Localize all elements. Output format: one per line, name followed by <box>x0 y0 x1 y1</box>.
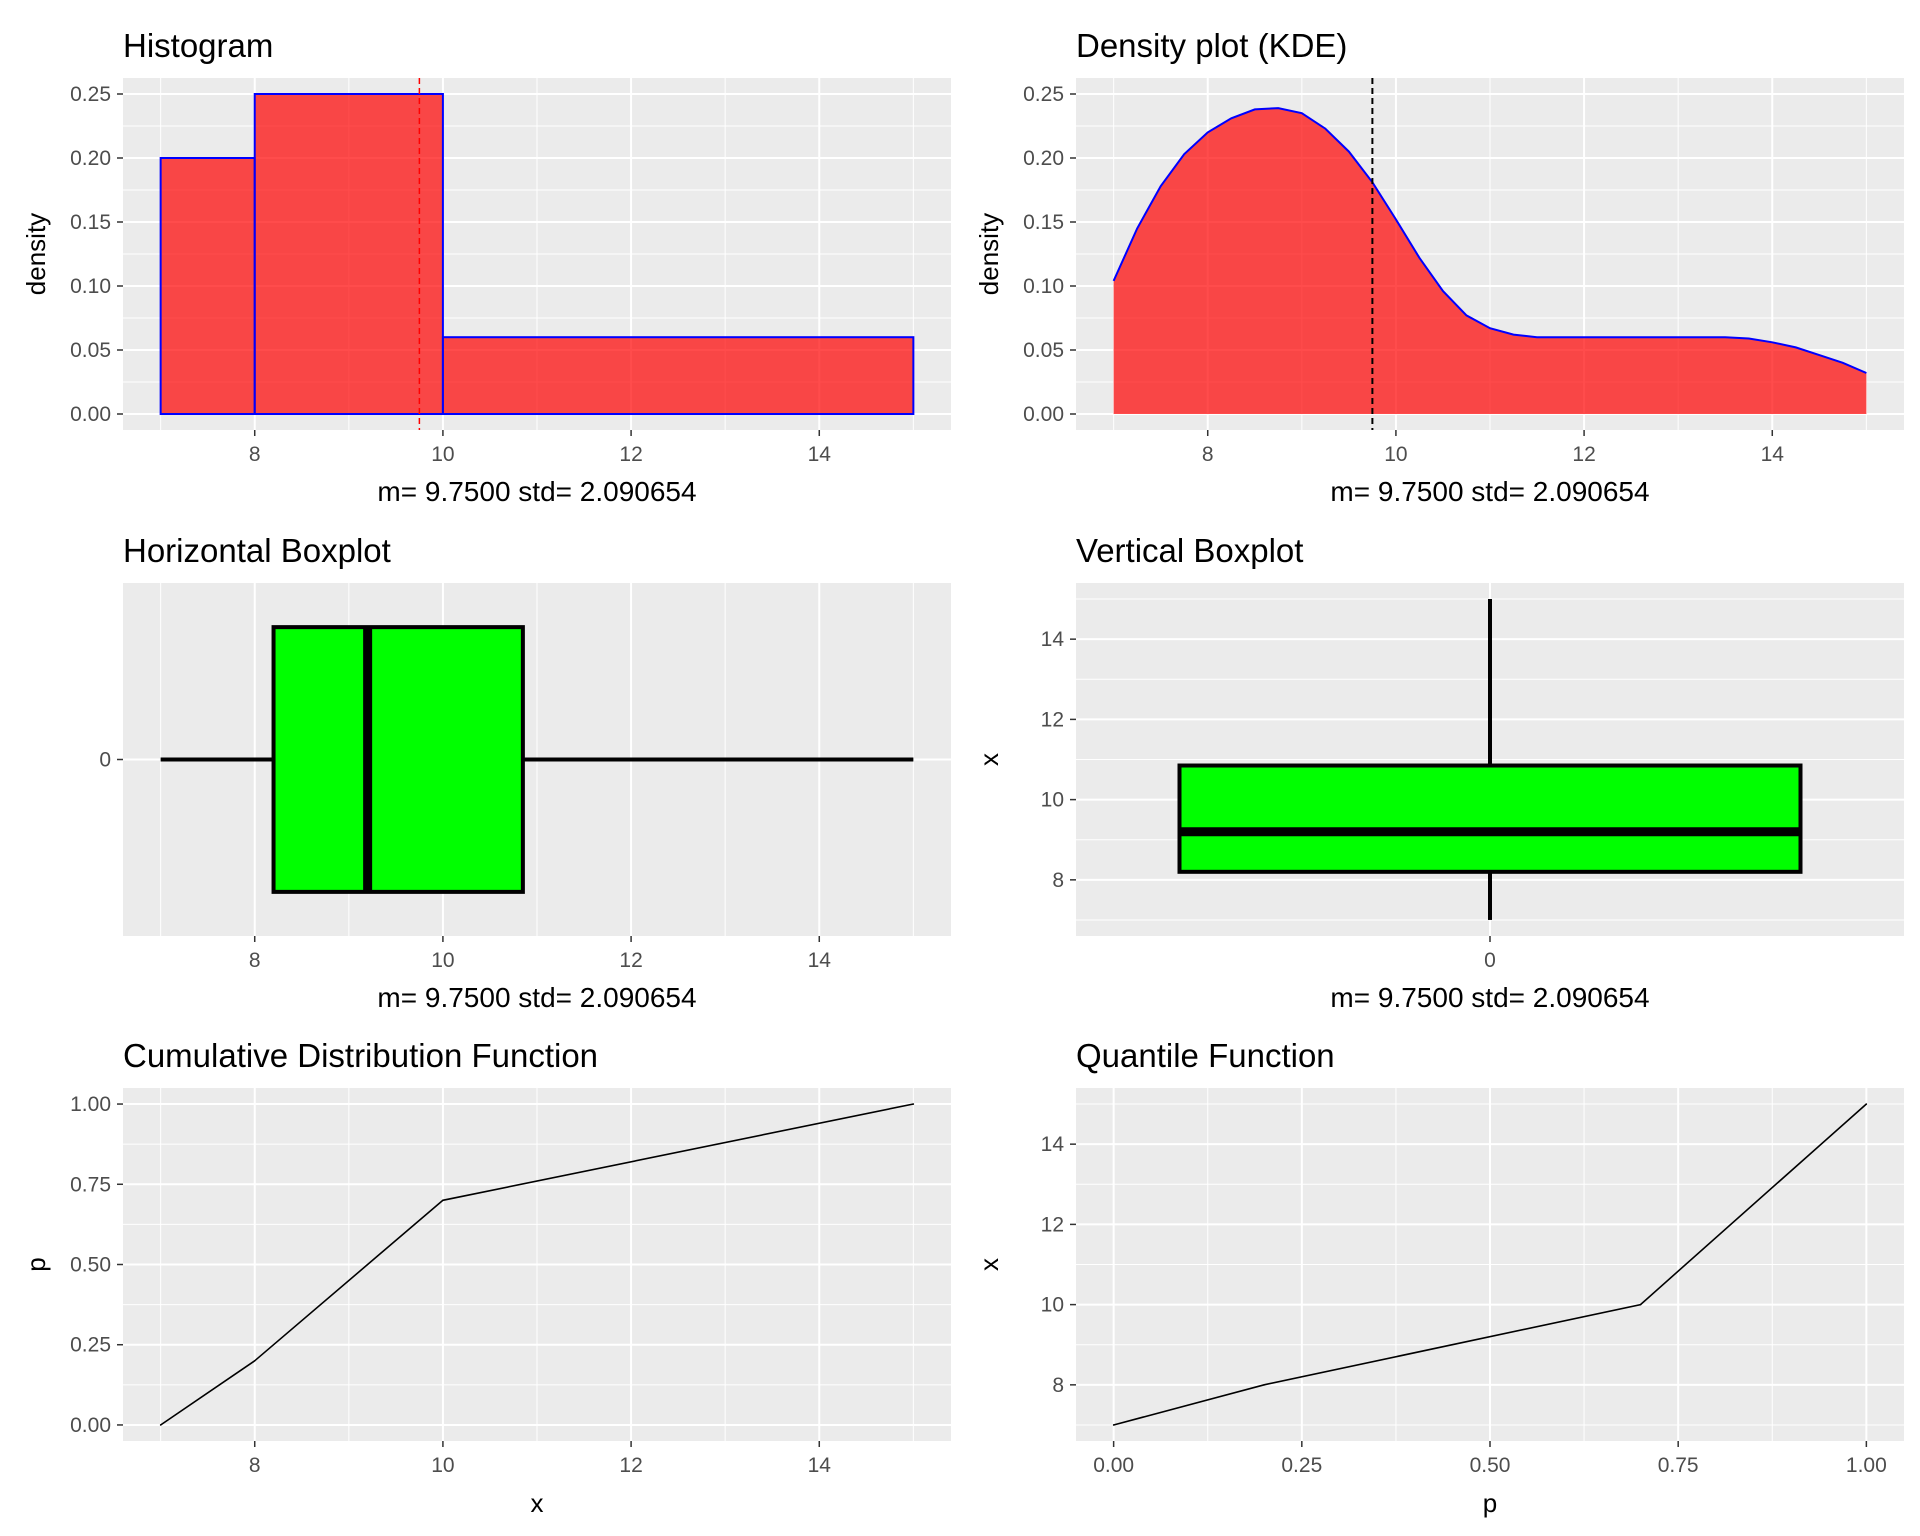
histogram-y-tick-label: 0.00 <box>70 403 111 426</box>
quantile-x-tick-label: 1.00 <box>1846 1454 1887 1477</box>
histogram-x-tick-label: 14 <box>808 443 832 466</box>
histogram-bar-2 <box>441 336 915 416</box>
hboxplot-x-tick-label: 8 <box>249 949 261 972</box>
histogram-x-tick-label: 8 <box>249 443 261 466</box>
density-y-tick-label: 0.00 <box>1023 403 1064 426</box>
vboxplot-y-tick-label: 14 <box>1041 628 1065 651</box>
quantile-y-tick-label: 14 <box>1041 1133 1065 1156</box>
histogram-y-tick-label: 0.25 <box>70 83 111 106</box>
quantile-y-tick-label: 12 <box>1041 1213 1064 1236</box>
hboxplot-y-tick-label: 0 <box>99 749 111 772</box>
hboxplot-panel: 8 10 12 14 0 Horizontal Boxplot m= 9.7500 std=… <box>99 532 951 1013</box>
cdf-y-axis-title: p <box>21 1257 51 1271</box>
density-x-tick-label: 12 <box>1572 443 1595 466</box>
quantile-panel: 0.00 0.25 0.50 0.75 1.00 8 10 12 14 Quantile Func… <box>974 1037 1904 1518</box>
cdf-x-tick-label: 10 <box>431 1454 454 1477</box>
quantile-y-axis-title: x <box>974 1258 1004 1271</box>
cdf-y-tick-label: 0.50 <box>70 1254 111 1277</box>
cdf-point-3 <box>912 1103 915 1105</box>
quantile-x-tick-label: 0.75 <box>1658 1454 1699 1477</box>
histogram-stats-label: m= 9.7500 std= 2.090654 <box>377 476 696 507</box>
cdf-x-tick-label: 8 <box>249 1454 261 1477</box>
cdf-x-tick-label: 12 <box>619 1454 642 1477</box>
density-y-tick-label: 0.05 <box>1023 339 1064 362</box>
vboxplot-y-axis-title: x <box>974 753 1004 766</box>
density-y-tick-label: 0.25 <box>1023 83 1064 106</box>
histogram-title: Histogram <box>123 27 273 64</box>
histogram-y-axis-title: density <box>21 213 51 295</box>
quantile-x-tick-label: 0.50 <box>1470 1454 1511 1477</box>
cdf-y-tick-label: 0.25 <box>70 1334 111 1357</box>
hboxplot-title: Horizontal Boxplot <box>123 532 391 569</box>
hboxplot-x-tick-label: 10 <box>431 949 454 972</box>
density-y-axis-title: density <box>974 213 1004 295</box>
vboxplot-panel: 8 10 12 14 0 Vertical Boxplot m= 9.7500 std= 2… <box>974 532 1904 1013</box>
density-curve <box>1112 107 1867 374</box>
density-x-tick-label: 10 <box>1384 443 1407 466</box>
cdf-point-1 <box>253 1359 256 1362</box>
cdf-point-0 <box>159 1424 162 1426</box>
quantile-point-1 <box>1263 1384 1265 1386</box>
vboxplot-y-tick-label: 10 <box>1041 789 1064 812</box>
quantile-title: Quantile Function <box>1076 1037 1335 1074</box>
vboxplot-box <box>1177 763 1803 874</box>
vboxplot-title: Vertical Boxplot <box>1076 532 1303 569</box>
quantile-y-tick-label: 10 <box>1041 1294 1064 1317</box>
cdf-y-tick-label: 0.75 <box>70 1173 111 1196</box>
histogram-bar-1 <box>253 93 444 415</box>
cdf-x-axis-title: x <box>531 1488 544 1518</box>
quantile-point-2 <box>1639 1303 1642 1306</box>
histogram-y-tick-label: 0.15 <box>70 211 111 234</box>
quantile-x-axis-title: p <box>1483 1488 1497 1518</box>
quantile-x-tick-label: 0.00 <box>1093 1454 1134 1477</box>
histogram-y-tick-label: 0.05 <box>70 339 111 362</box>
cdf-point-2 <box>442 1199 444 1202</box>
quantile-x-tick-label: 0.25 <box>1281 1454 1322 1477</box>
cdf-y-tick-label: 0.00 <box>70 1414 111 1437</box>
density-y-tick-label: 0.20 <box>1023 147 1064 170</box>
cdf-x-tick-label: 14 <box>808 1454 832 1477</box>
cdf-panel: 8 10 12 14 0.00 0.25 0.50 0.75 1.00 Cumulative Di… <box>21 1037 951 1518</box>
vboxplot-y-tick-label: 8 <box>1052 869 1064 892</box>
hboxplot-box <box>271 625 525 894</box>
density-panel: 8 10 12 14 0.00 0.05 0.10 0.15 0.20 0.25 Density p… <box>974 27 1904 507</box>
vboxplot-stats-label: m= 9.7500 std= 2.090654 <box>1330 982 1649 1013</box>
histogram-y-tick-label: 0.20 <box>70 147 111 170</box>
vboxplot-y-tick-label: 12 <box>1041 708 1064 731</box>
density-stats-label: m= 9.7500 std= 2.090654 <box>1330 476 1649 507</box>
quantile-point-0 <box>1112 1424 1115 1426</box>
quantile-y-tick-label: 8 <box>1052 1374 1064 1397</box>
cdf-line <box>160 1103 914 1426</box>
cdf-y-tick-label: 1.00 <box>70 1093 111 1116</box>
quantile-line <box>1113 1103 1867 1426</box>
quantile-point-3 <box>1865 1103 1868 1105</box>
histogram-panel: 8 10 12 14 0.00 0.05 0.10 0.15 0.20 0.25 Histogram… <box>21 27 951 507</box>
density-y-tick-label: 0.15 <box>1023 211 1064 234</box>
hboxplot-stats-label: m= 9.7500 std= 2.090654 <box>377 982 696 1013</box>
histogram-x-tick-label: 12 <box>619 443 642 466</box>
density-title: Density plot (KDE) <box>1076 27 1347 64</box>
hboxplot-x-tick-label: 14 <box>808 949 832 972</box>
density-y-tick-label: 0.10 <box>1023 275 1064 298</box>
density-x-tick-label: 8 <box>1202 443 1214 466</box>
histogram-x-tick-label: 10 <box>431 443 454 466</box>
histogram-y-tick-label: 0.10 <box>70 275 111 298</box>
vboxplot-x-tick-label: 0 <box>1484 949 1496 972</box>
histogram-bar-0 <box>159 157 256 415</box>
hboxplot-x-tick-label: 12 <box>619 949 642 972</box>
density-x-tick-label: 14 <box>1761 443 1785 466</box>
cdf-title: Cumulative Distribution Function <box>123 1037 598 1074</box>
